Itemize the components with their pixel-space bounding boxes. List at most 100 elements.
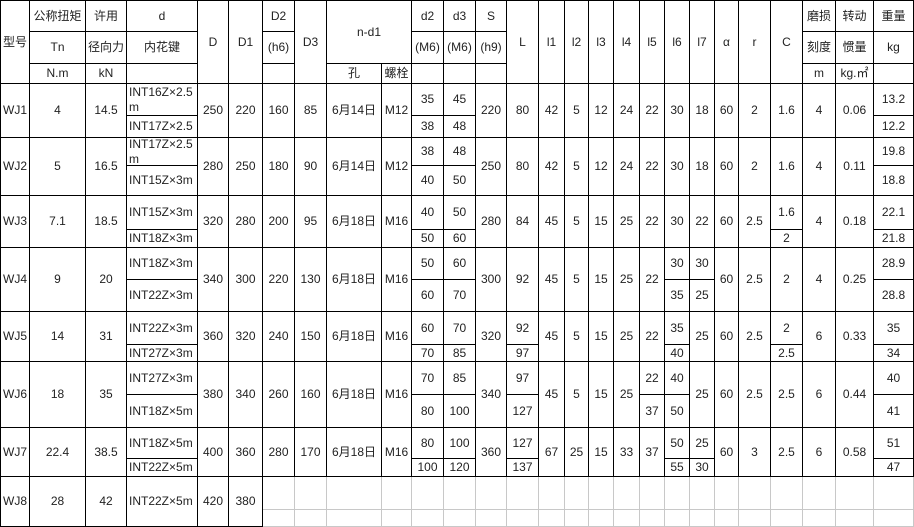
table-cell: INT18Z×5m [127,428,198,459]
table-cell: 18.8 [874,166,914,196]
model-cell: WJ1 [0,84,30,138]
table-cell: 5 [565,196,589,248]
table-cell: 24 [614,84,640,138]
table-cell: 60 [715,362,739,428]
table-cell: 45 [539,248,565,312]
table-cell: 35 [412,84,444,116]
table-cell: M12 [382,138,412,196]
table-cell: 0.44 [836,362,874,428]
table-cell: 7.1 [30,196,86,248]
table-cell: 300 [476,248,507,312]
table-cell: 220 [229,84,263,138]
table-cell: 30 [665,196,690,248]
table-cell: INT27Z×3m [127,345,198,362]
table-cell: 50 [665,428,690,459]
table-cell: 4 [803,84,836,138]
table-cell: 30 [690,248,715,280]
table-cell: 25 [690,428,715,459]
table-cell: 50 [665,395,690,428]
table-cell: 38 [412,116,444,138]
table-cell: 35 [874,312,914,345]
table-cell: 1.6 [771,196,803,230]
table-cell: 51 [874,428,914,459]
table-cell: 6 [803,312,836,362]
empty-cell [874,510,914,527]
table-cell: 3 [739,428,771,477]
empty-cell [715,477,739,510]
table-cell: 320 [476,312,507,362]
table-cell: 28.9 [874,248,914,280]
header-radial: kN [86,64,127,84]
table-cell: 280 [198,138,229,196]
table-cell: 22 [690,196,715,248]
header-d2: d2 [412,0,444,32]
table-cell: 60 [715,428,739,477]
table-cell: 6月14日 [327,138,382,196]
header-l6: l6 [665,0,690,84]
model-cell: WJ6 [0,362,30,428]
header-D3: D3 [295,0,327,84]
table-cell: 37 [640,395,665,428]
table-cell: 30 [690,459,715,477]
table-cell: 50 [412,230,444,248]
table-cell: 60 [715,248,739,312]
empty-cell [640,510,665,527]
model-cell: WJ2 [0,138,30,196]
empty-cell [715,510,739,527]
table-cell: 2.5 [739,248,771,312]
table-cell: 25 [614,362,640,428]
header-l1: l1 [539,0,565,84]
table-cell: 80 [412,395,444,428]
table-cell: INT16Z×2.5m [127,84,198,116]
header-d: d [127,0,198,32]
table-cell: 22 [640,362,665,395]
table-cell: INT27Z×3m [127,362,198,395]
table-cell: 200 [263,196,295,248]
table-cell: 22.1 [874,196,914,230]
table-cell: 6月14日 [327,84,382,138]
header-D2-tol: (h6) [263,32,295,64]
model-cell: WJ8 [0,477,30,527]
table-cell: 2 [739,138,771,196]
table-cell: M16 [382,428,412,477]
table-cell: 360 [229,428,263,477]
header-torque: 公称扭矩 [30,0,86,32]
empty-cell [444,510,476,527]
header-wear: m [803,64,836,84]
table-cell: 380 [229,477,263,527]
table-cell: 22 [640,248,665,312]
empty-cell [565,510,589,527]
empty-cell [614,477,640,510]
header-S-tol: (h9) [476,32,507,64]
header-wear: 刻度 [803,32,836,64]
table-cell: INT17Z×2.5 [127,116,198,138]
model-cell: WJ7 [0,428,30,477]
table-cell: 30 [665,138,690,196]
table-cell: 35 [665,280,690,312]
table-cell: 18.5 [86,196,127,248]
header-weight: 重量 [874,0,914,32]
table-cell: 90 [295,138,327,196]
empty-cell [412,477,444,510]
model-cell: WJ4 [0,248,30,312]
table-cell: 100 [444,428,476,459]
table-cell: 14.5 [86,84,127,138]
table-cell: 40 [412,196,444,230]
table-cell: 6 [803,428,836,477]
table-cell: 45 [444,84,476,116]
table-cell: 25 [565,428,589,477]
table-cell: 50 [412,248,444,280]
table-cell: M16 [382,196,412,248]
header-empty [412,64,444,84]
header-bolt: 螺栓 [382,64,412,84]
table-cell: 60 [715,312,739,362]
table-cell: 150 [295,312,327,362]
empty-cell [803,510,836,527]
empty-cell [836,477,874,510]
header-S: S [476,0,507,32]
empty-cell [539,510,565,527]
header-inertia: 惯量 [836,32,874,64]
table-cell: 45 [539,196,565,248]
table-cell: 320 [229,312,263,362]
table-cell: 70 [444,280,476,312]
